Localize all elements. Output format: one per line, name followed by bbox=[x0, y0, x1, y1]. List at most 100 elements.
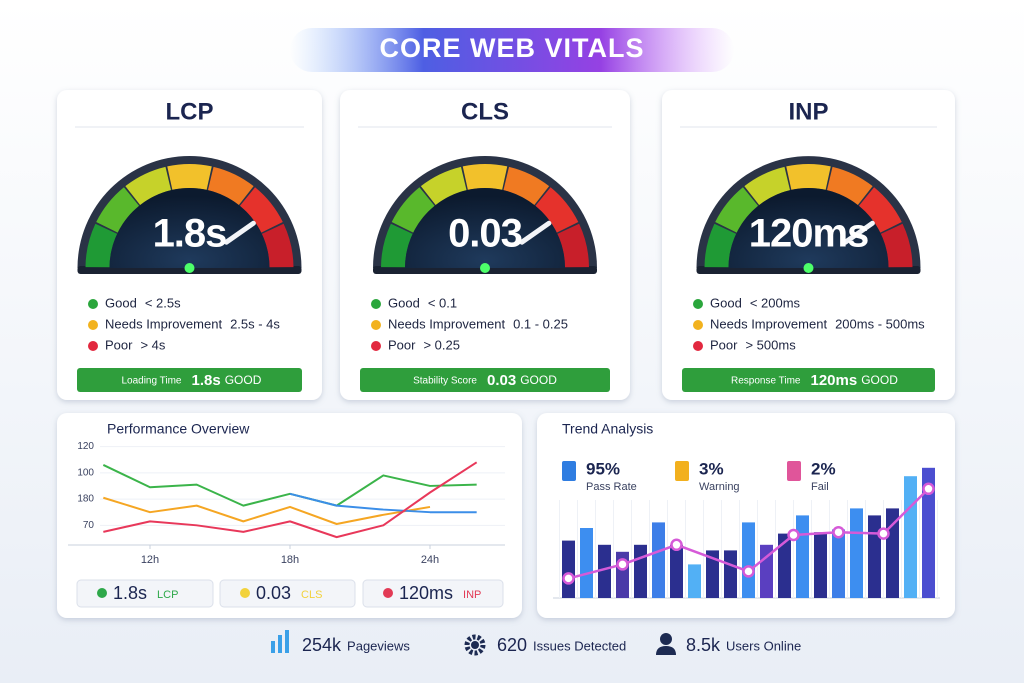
gauge-value: 120ms bbox=[749, 212, 869, 256]
line bbox=[289, 492, 477, 514]
legend-label: Good bbox=[388, 295, 420, 310]
bar bbox=[742, 522, 755, 598]
line bbox=[103, 496, 431, 525]
y-tick-label: 180 bbox=[77, 494, 94, 505]
legend-range: < 200ms bbox=[750, 295, 801, 310]
gauge-segment bbox=[715, 187, 759, 233]
legend-range: 0.1 - 0.25 bbox=[513, 316, 568, 331]
gauge-segment bbox=[786, 164, 831, 190]
legend-label: Needs Improvement bbox=[710, 316, 827, 331]
status-rating: GOOD bbox=[861, 373, 898, 387]
gauge-segment bbox=[391, 187, 435, 233]
gauge-segment bbox=[503, 166, 550, 206]
gauge-segment bbox=[96, 187, 140, 233]
gauge-segment bbox=[420, 166, 467, 206]
summary-dot bbox=[97, 588, 107, 598]
legend-dot bbox=[88, 320, 98, 330]
title-banner bbox=[290, 28, 734, 72]
footer-label: Users Online bbox=[726, 638, 801, 653]
legend-range: < 0.1 bbox=[428, 295, 457, 310]
gauge-segment bbox=[704, 223, 737, 268]
bar bbox=[598, 544, 611, 598]
icon bbox=[656, 646, 676, 655]
card bbox=[57, 413, 522, 618]
status-bar bbox=[360, 368, 610, 392]
status-label: Response Time bbox=[731, 376, 801, 387]
legend-dot bbox=[88, 341, 98, 351]
y-tick-label: 100 bbox=[77, 467, 94, 478]
gauge-segment bbox=[462, 164, 508, 190]
legend-label: Good bbox=[710, 295, 742, 310]
summary-label: INP bbox=[463, 589, 481, 601]
status-bar bbox=[682, 368, 935, 392]
gauge-title: CLS bbox=[461, 98, 509, 125]
legend-range: 200ms - 500ms bbox=[835, 316, 925, 331]
bar bbox=[868, 515, 881, 598]
bar bbox=[778, 533, 791, 598]
stat-value: 95% bbox=[586, 459, 620, 478]
icon bbox=[278, 635, 282, 653]
legend-label: Poor bbox=[710, 337, 738, 352]
legend-range: < 2.5s bbox=[145, 295, 181, 310]
x-tick-label: 12h bbox=[141, 554, 159, 566]
stat-value: 3% bbox=[699, 459, 724, 478]
legend-dot bbox=[693, 341, 703, 351]
gauge-segment bbox=[826, 166, 873, 206]
status-value: 0.03 bbox=[487, 372, 516, 389]
summary-chip bbox=[76, 579, 214, 608]
gauge-segment bbox=[535, 187, 579, 233]
bar bbox=[796, 515, 809, 598]
trend-point bbox=[616, 558, 629, 571]
bar bbox=[904, 476, 917, 598]
status-value: 120ms bbox=[811, 372, 858, 389]
bar bbox=[850, 508, 863, 598]
footer-value: 254k bbox=[302, 635, 342, 655]
icon bbox=[660, 633, 672, 645]
gauge-segment bbox=[557, 223, 589, 268]
gauge-face bbox=[728, 188, 889, 268]
bar bbox=[922, 467, 935, 598]
legend-dot bbox=[371, 320, 381, 330]
status-label: Stability Score bbox=[413, 376, 477, 387]
gauge-segment bbox=[239, 187, 283, 233]
gauge-value: 0.03 bbox=[448, 212, 522, 256]
chart-title: Trend Analysis bbox=[562, 421, 653, 437]
trend-point bbox=[562, 572, 575, 585]
stat-swatch bbox=[562, 461, 576, 481]
legend-range: > 500ms bbox=[745, 337, 796, 352]
gauge-segment bbox=[744, 166, 791, 206]
chart-title: Performance Overview bbox=[107, 421, 250, 437]
icon bbox=[464, 634, 486, 656]
gauge-needle bbox=[842, 220, 875, 245]
status-rating: GOOD bbox=[520, 373, 557, 387]
bar bbox=[724, 550, 737, 598]
gauge-hub bbox=[480, 263, 490, 273]
footer-label: Issues Detected bbox=[533, 638, 626, 653]
bar bbox=[580, 528, 593, 598]
gauge-face bbox=[109, 188, 270, 268]
gauge-segment bbox=[85, 223, 118, 268]
gauge-hub bbox=[803, 263, 814, 273]
trend-point bbox=[670, 538, 683, 552]
stat-value: 2% bbox=[811, 459, 836, 478]
footer-value: 8.5k bbox=[686, 635, 721, 655]
summary-dot bbox=[383, 588, 393, 598]
bar bbox=[562, 540, 575, 598]
legend-dot bbox=[88, 299, 98, 309]
gauge-segment bbox=[880, 223, 913, 268]
summary-dot bbox=[240, 588, 250, 598]
page-title: CORE WEB VITALS bbox=[379, 33, 644, 63]
bar bbox=[688, 564, 701, 598]
gauge-needle bbox=[519, 220, 552, 245]
legend-range: > 0.25 bbox=[423, 337, 460, 352]
summary-label: LCP bbox=[157, 589, 178, 601]
summary-value: 0.03 bbox=[256, 583, 291, 603]
gauge-title: INP bbox=[788, 98, 828, 125]
gauge-hub bbox=[184, 263, 195, 273]
legend-label: Needs Improvement bbox=[388, 316, 505, 331]
summary-value: 120ms bbox=[399, 583, 453, 603]
status-label: Loading Time bbox=[121, 376, 181, 387]
stat-label: Warning bbox=[699, 481, 740, 493]
